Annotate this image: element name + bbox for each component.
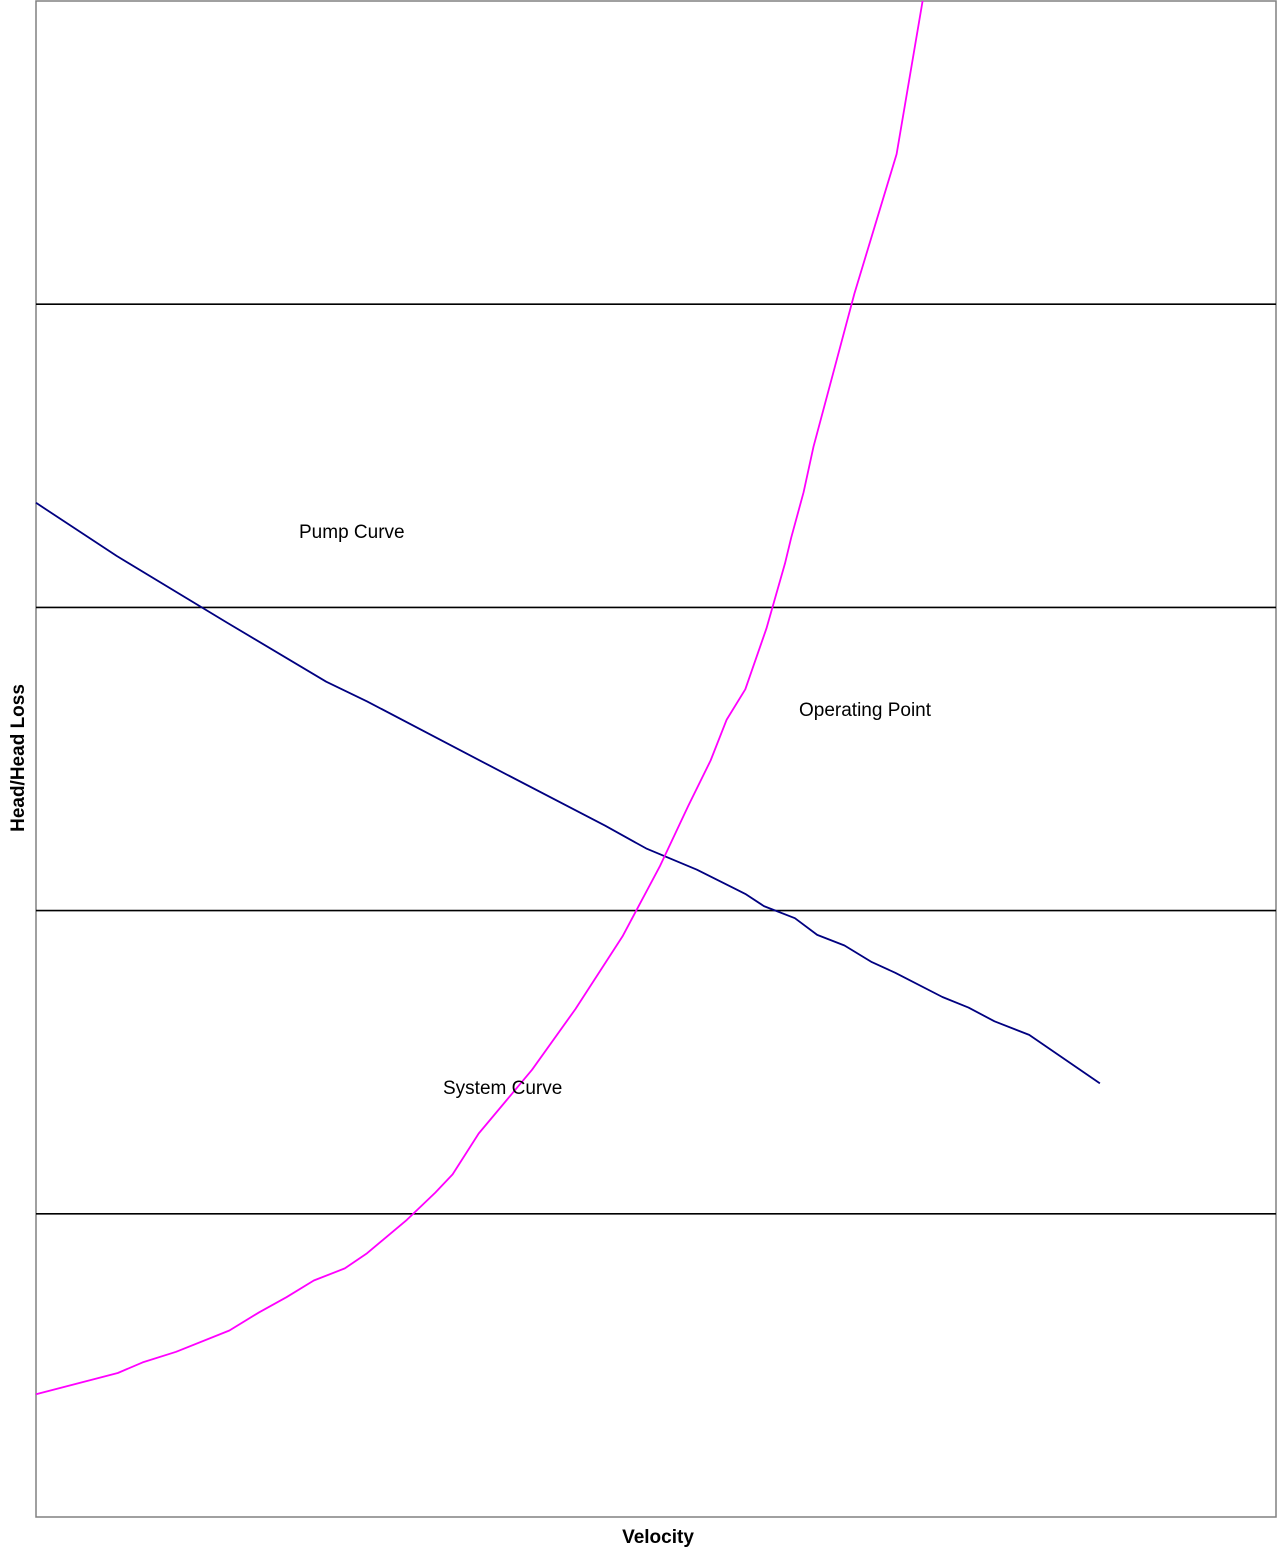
- plot-area: [35, 0, 1277, 1518]
- y-axis-title: Head/Head Loss: [8, 684, 29, 832]
- pump-curve-annotation: Pump Curve: [299, 522, 405, 543]
- series-layer: [35, 0, 1101, 1396]
- gridlines: [36, 303, 1276, 1215]
- system-curve-annotation: System Curve: [443, 1078, 562, 1099]
- operating-point-annotation: Operating Point: [799, 700, 932, 721]
- x-axis-title: Velocity: [622, 1527, 694, 1548]
- system-curve-line: [35, 0, 924, 1396]
- pump-curve-line: [35, 502, 1101, 1085]
